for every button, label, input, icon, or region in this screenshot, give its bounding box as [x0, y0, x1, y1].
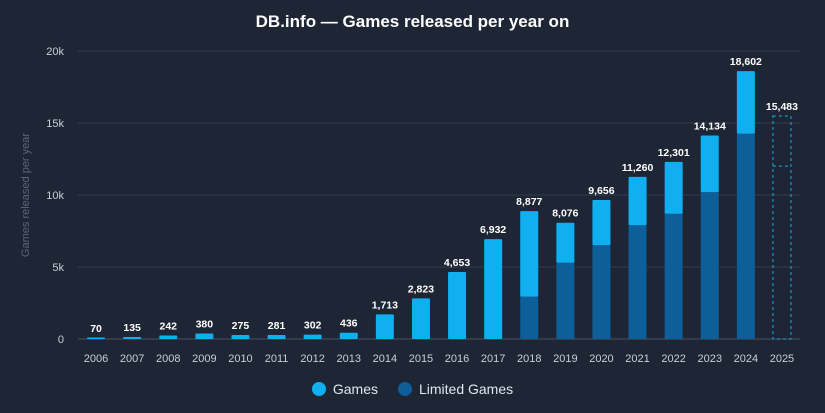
- bar-limited-games: [628, 225, 647, 339]
- x-tick-label: 2025: [770, 353, 794, 365]
- x-tick-label: 2018: [517, 353, 541, 365]
- bar-data-label: 302: [304, 320, 322, 332]
- bar-games: [736, 71, 755, 134]
- y-tick-label: 5k: [52, 262, 64, 274]
- bar-games: [87, 337, 106, 339]
- bar-games: [231, 335, 250, 339]
- bar-limited-games: [556, 262, 575, 339]
- bar-data-label: 436: [340, 318, 358, 330]
- bar-games: [556, 222, 575, 263]
- bar-data-label: 14,134: [694, 120, 726, 132]
- x-tick-label: 2014: [373, 353, 397, 365]
- bar-limited-games: [700, 192, 719, 339]
- bar-games: [411, 298, 430, 339]
- bar-data-label: 9,656: [588, 185, 614, 197]
- legend-item-games[interactable]: Games: [311, 381, 378, 397]
- x-tick-label: 2016: [445, 353, 469, 365]
- bar-games: [592, 199, 611, 246]
- bar-data-label: 70: [90, 323, 102, 335]
- legend-label-games: Games: [332, 381, 378, 397]
- bar-data-label: 11,260: [622, 162, 654, 174]
- x-tick-label: 2011: [265, 353, 289, 365]
- x-tick-label: 2022: [661, 353, 685, 365]
- bar-data-label: 18,602: [730, 56, 762, 68]
- x-tick-label: 2019: [553, 353, 577, 365]
- bar-data-label: 380: [196, 319, 214, 331]
- x-tick-label: 2013: [337, 353, 361, 365]
- bar-data-label: 15,483: [766, 101, 798, 113]
- y-tick-label: 15k: [46, 118, 64, 130]
- legend-swatch-limited-games: [397, 382, 412, 396]
- x-tick-label: 2017: [481, 353, 505, 365]
- legend: Games Limited Games: [0, 381, 825, 397]
- bar-data-label: 1,713: [372, 299, 398, 311]
- bar-games: [664, 161, 683, 214]
- bar-projected-total: [772, 115, 792, 340]
- bar-limited-games: [736, 133, 755, 339]
- bar-limited-games: [592, 245, 611, 339]
- bar-games: [339, 332, 358, 339]
- bar-games: [195, 333, 214, 339]
- x-tick-label: 2024: [734, 353, 758, 365]
- legend-swatch-games: [311, 382, 326, 396]
- y-axis-label: Games released per year: [20, 133, 32, 257]
- bar-games: [520, 211, 539, 297]
- y-tick-label: 10k: [46, 190, 64, 202]
- bar-data-label: 281: [268, 320, 286, 332]
- bar-data-label: 6,932: [480, 224, 506, 236]
- bar-games: [303, 334, 322, 339]
- bar-games: [123, 337, 142, 339]
- bar-games: [159, 335, 178, 339]
- y-tick-label: 0: [58, 334, 64, 346]
- x-tick-label: 2010: [228, 353, 252, 365]
- x-tick-label: 2015: [409, 353, 433, 365]
- bar-data-label: 242: [159, 321, 177, 333]
- x-tick-label: 2007: [120, 353, 144, 365]
- bar-data-label: 8,076: [552, 208, 578, 220]
- chart-title: DB.info — Games released per year on: [255, 12, 570, 31]
- x-tick-label: 2023: [698, 353, 722, 365]
- x-tick-label: 2009: [192, 353, 216, 365]
- x-tick-label: 2020: [589, 353, 613, 365]
- x-tick-label: 2006: [84, 353, 108, 365]
- bar-games: [628, 176, 647, 226]
- legend-label-limited-games: Limited Games: [418, 381, 514, 397]
- bar-data-label: 135: [123, 322, 141, 334]
- bar-data-label: 4,653: [444, 257, 470, 269]
- bar-games: [375, 314, 394, 339]
- bar-games: [267, 334, 286, 339]
- bar-data-label: 8,877: [516, 196, 542, 208]
- bar-data-label: 2,823: [408, 283, 434, 295]
- y-tick-label: 20k: [46, 46, 64, 58]
- bar-data-label: 12,301: [658, 147, 690, 159]
- bar-games: [448, 271, 467, 339]
- legend-item-limited-games[interactable]: Limited Games: [397, 381, 514, 397]
- x-tick-label: 2021: [625, 353, 649, 365]
- bar-limited-games: [520, 296, 539, 339]
- bar-games: [700, 135, 719, 193]
- x-tick-label: 2008: [156, 353, 180, 365]
- bar-data-label: 275: [232, 320, 250, 332]
- bar-limited-games: [664, 213, 683, 339]
- bar-games: [484, 239, 503, 339]
- x-tick-label: 2012: [300, 353, 324, 365]
